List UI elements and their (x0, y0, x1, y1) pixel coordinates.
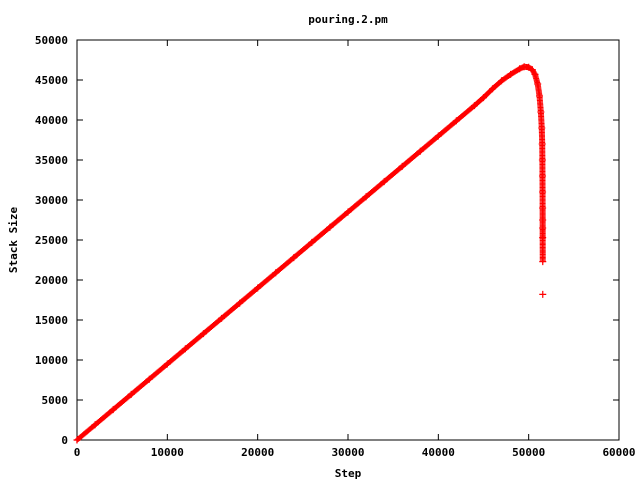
data-point (398, 162, 406, 170)
y-tick-label: 35000 (35, 154, 68, 167)
data-point (73, 436, 81, 444)
data-point (163, 360, 171, 368)
data-point (290, 254, 298, 262)
data-point (516, 65, 524, 73)
data-point (308, 238, 316, 246)
data-point (254, 284, 262, 292)
data-point (489, 85, 497, 93)
y-tick-label: 10000 (35, 354, 68, 367)
data-point (531, 70, 539, 78)
data-point (362, 193, 370, 201)
x-tick-label: 10000 (151, 446, 184, 459)
data-point (539, 224, 547, 232)
data-point (538, 140, 546, 148)
data-point (507, 70, 515, 78)
data-point (498, 77, 506, 85)
data-point (537, 108, 545, 116)
y-tick-label: 5000 (42, 394, 69, 407)
data-point (528, 66, 536, 74)
x-tick-label: 30000 (331, 446, 364, 459)
data-point (380, 178, 388, 186)
data-point (434, 132, 442, 140)
y-axis-label: Stack Size (7, 207, 20, 274)
y-tick-label: 25000 (35, 234, 68, 247)
y-tick-label: 0 (61, 434, 68, 447)
x-tick-label: 20000 (241, 446, 274, 459)
data-point (538, 172, 546, 180)
data-points (73, 63, 547, 444)
data-point (181, 345, 189, 353)
data-point (344, 208, 352, 216)
y-tick-label: 15000 (35, 314, 68, 327)
data-point (534, 80, 542, 88)
x-tick-label: 60000 (602, 446, 635, 459)
data-point (145, 375, 153, 383)
y-tick-label: 30000 (35, 194, 68, 207)
data-point (538, 124, 546, 132)
data-point (452, 117, 460, 125)
data-point (525, 63, 533, 71)
x-axis-label: Step (335, 467, 362, 480)
data-point (91, 421, 99, 429)
data-point (416, 147, 424, 155)
data-point (218, 314, 226, 322)
data-point (536, 92, 544, 100)
data-point (539, 188, 547, 196)
y-tick-label: 50000 (35, 34, 68, 47)
data-point (480, 94, 487, 102)
data-point (272, 269, 280, 277)
y-tick-label: 40000 (35, 114, 68, 127)
data-point (539, 204, 547, 212)
data-point (199, 330, 207, 338)
data-point (539, 290, 547, 298)
x-tick-label: 0 (74, 446, 81, 459)
data-point (539, 216, 547, 224)
chart-title: pouring.2.pm (308, 13, 388, 26)
y-tick-label: 45000 (35, 74, 68, 87)
data-point (326, 223, 334, 231)
data-point (127, 390, 135, 398)
data-point (538, 156, 546, 164)
axis-ticks: 0 10000 20000 30000 40000 50000 60000 0 5000 1000… (35, 34, 636, 459)
data-point (539, 234, 547, 242)
y-tick-label: 20000 (35, 274, 68, 287)
data-point (470, 102, 478, 110)
data-point (539, 258, 547, 266)
x-tick-label: 50000 (512, 446, 545, 459)
x-tick-label: 40000 (422, 446, 455, 459)
data-point (109, 406, 117, 414)
data-point (236, 299, 244, 307)
